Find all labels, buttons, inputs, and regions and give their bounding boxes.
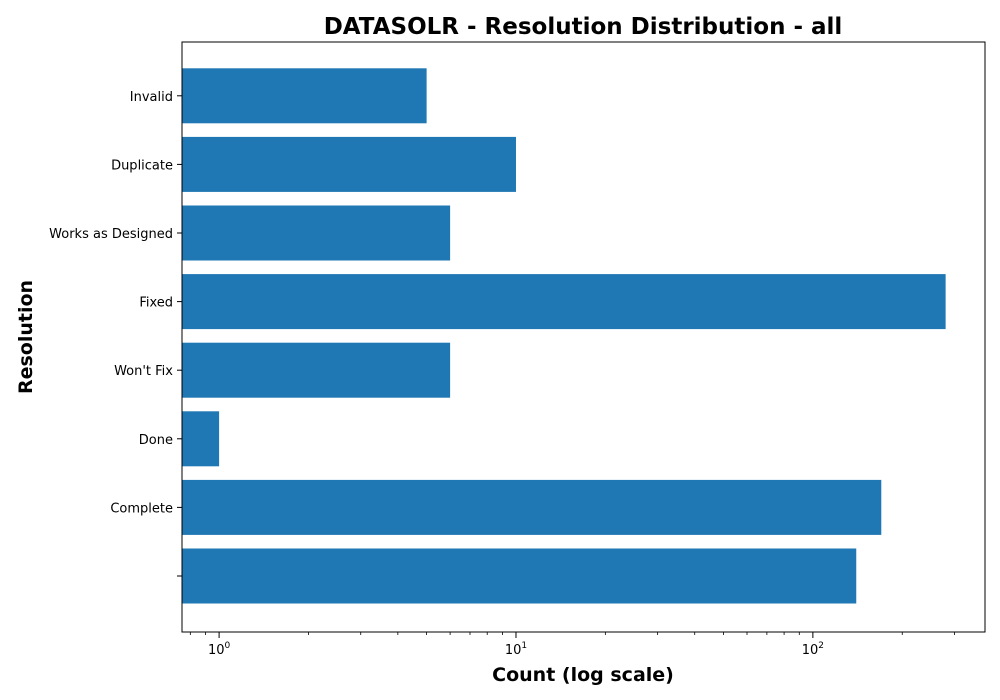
y-tick-label: Works as Designed [49,227,173,242]
x-tick-label: 100 [208,641,231,658]
bar [182,205,451,261]
bar [182,548,857,604]
x-tick-label: 102 [802,641,824,658]
y-tick-label: Fixed [139,296,173,311]
y-tick-label: Invalid [130,90,173,105]
bar [182,342,451,398]
y-axis-label: Resolution [15,280,37,394]
y-tick-label: Duplicate [111,158,173,173]
x-ticks-group: 100 101 102 [189,632,955,658]
y-tick-label: Won't Fix [114,364,173,379]
bar [182,479,882,535]
x-axis-label: Count (log scale) [492,664,674,686]
bar [182,274,946,330]
y-ticks-group: Complete Done Won't Fix Fixed Works as Desig… [49,90,182,577]
y-tick-label: Done [139,433,173,448]
bars-group [182,68,946,604]
plot-frame [181,41,986,633]
y-tick-label: Complete [110,501,173,516]
bar [182,136,516,192]
chart-title: DATASOLR - Resolution Distribution - all [324,14,843,40]
bar [182,68,427,124]
x-tick-label: 101 [505,641,527,658]
bar [182,411,220,467]
